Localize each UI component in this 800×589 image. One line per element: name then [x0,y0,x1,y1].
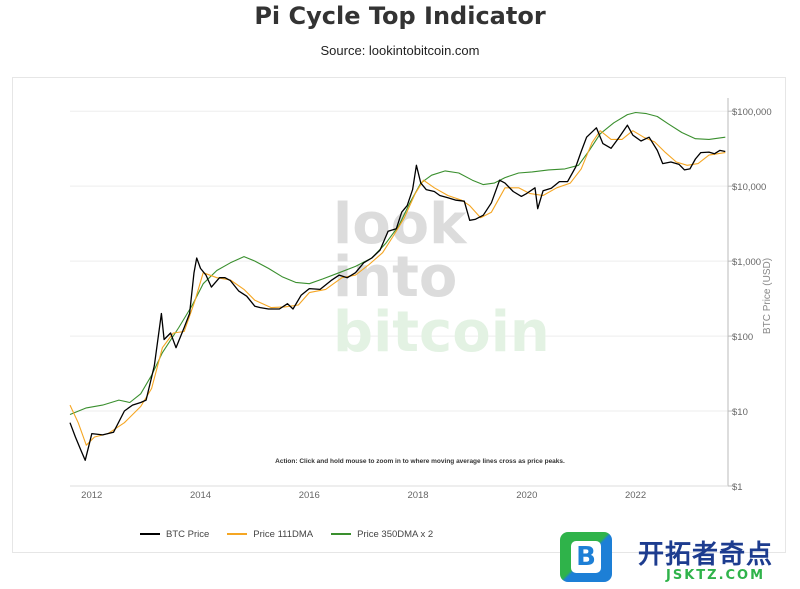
series-line-btc-price [69,124,726,461]
badge-logo-icon: B [560,532,612,582]
y-tick-label: $1 [732,482,743,493]
site-badge: B 开拓者奇点 JSKTZ.COM [558,528,790,584]
legend-swatch-350dma [331,533,352,535]
legend-label-350dma: Price 350DMA x 2 [357,528,434,540]
watermark: look into bitcoin [333,192,550,365]
legend-swatch-111dma [227,533,248,535]
x-tick-label: 2014 [190,490,211,501]
series-line-350dma-x2 [69,111,726,416]
x-tick-label: 2022 [625,490,646,501]
x-axis-ticks: 2012 2014 2016 2018 2020 2022 [70,485,728,501]
watermark-bitcoin: bitcoin [333,300,550,365]
badge-url: JSKTZ.COM [666,568,766,583]
y-tick-label: $1,000 [732,257,761,268]
legend-label-btc-price: BTC Price [166,528,210,540]
series-line-111dma [69,130,726,446]
y-tick-label: $10 [732,407,748,418]
chart-frame [12,77,786,553]
zoom-annotation: Action: Click and hold mouse to zoom in … [275,458,565,465]
x-tick-label: 2012 [81,490,102,501]
legend-item-111dma[interactable]: Price 111DMA [227,529,313,540]
chart-subtitle: Source: lookintobitcoin.com [320,43,480,58]
legend: BTC Price Price 111DMA Price 350DMA x 2 [140,527,451,541]
x-tick-label: 2020 [516,490,537,501]
watermark-into: into [333,245,457,310]
y-tick-label: $100 [732,332,753,343]
series-lines [69,111,726,461]
y-axis-title: BTC Price (USD) [762,258,773,334]
y-tick-label: $10,000 [732,182,766,193]
legend-item-350dma[interactable]: Price 350DMA x 2 [331,529,433,540]
y-axis-ticks: $1 $10 $100 $1,000 $10,000 $100,000 [728,107,772,493]
badge-title: 开拓者奇点 [638,540,774,570]
x-tick-label: 2016 [299,490,320,501]
x-tick-label: 2018 [407,490,428,501]
legend-label-111dma: Price 111DMA [253,528,314,540]
legend-item-btc-price[interactable]: BTC Price [140,529,209,540]
y-tick-label: $100,000 [732,107,772,118]
legend-swatch-btc-price [140,533,160,535]
badge-logo-letter: B [571,541,601,573]
chart-title: Pi Cycle Top Indicator [254,2,546,30]
